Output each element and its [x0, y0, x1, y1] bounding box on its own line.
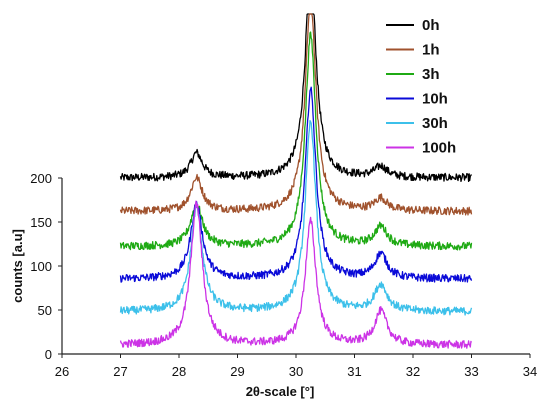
y-tick-label: 50: [38, 303, 52, 318]
x-tick-label: 28: [172, 364, 186, 379]
series-10h: [119, 86, 473, 283]
legend-label-3h: 3h: [422, 66, 440, 83]
x-tick-label: 27: [113, 364, 127, 379]
series-line-3h: [119, 31, 473, 251]
series-line-10h: [119, 86, 473, 283]
legend-label-10h: 10h: [422, 91, 448, 108]
x-tick-label: 31: [347, 364, 361, 379]
x-tick-label: 33: [464, 364, 478, 379]
series-30h: [119, 119, 473, 316]
x-axis-title: 2θ-scale [°]: [246, 384, 315, 399]
series-line-30h: [119, 119, 473, 316]
y-tick-label: 100: [30, 259, 52, 274]
y-tick-label: 150: [30, 215, 52, 230]
series-100h: [119, 200, 473, 349]
legend-label-30h: 30h: [422, 115, 448, 132]
series-3h: [119, 31, 473, 251]
x-tick-label: 34: [523, 364, 537, 379]
legend: 0h 1h 3h 10h 30h 100h: [386, 17, 456, 157]
legend-label-1h: 1h: [422, 42, 440, 59]
series-1h: [119, 13, 473, 216]
x-tick-label: 32: [406, 364, 420, 379]
series-line-100h: [119, 200, 473, 349]
y-tick-label: 200: [30, 171, 52, 186]
series-line-0h: [119, 13, 473, 183]
ticks-layer: 26 27 28 29 30 31 32 33 34 0 50 100 150 200: [30, 171, 537, 379]
series-layer: [119, 13, 473, 349]
legend-label-100h: 100h: [422, 140, 456, 157]
series-line-1h: [119, 13, 473, 216]
x-tick-label: 29: [230, 364, 244, 379]
series-0h: [119, 13, 473, 183]
x-tick-label: 30: [289, 364, 303, 379]
x-tick-label: 26: [55, 364, 69, 379]
y-tick-label: 0: [45, 347, 52, 362]
legend-label-0h: 0h: [422, 17, 440, 34]
y-axis-title: counts [a.u]: [10, 229, 25, 303]
